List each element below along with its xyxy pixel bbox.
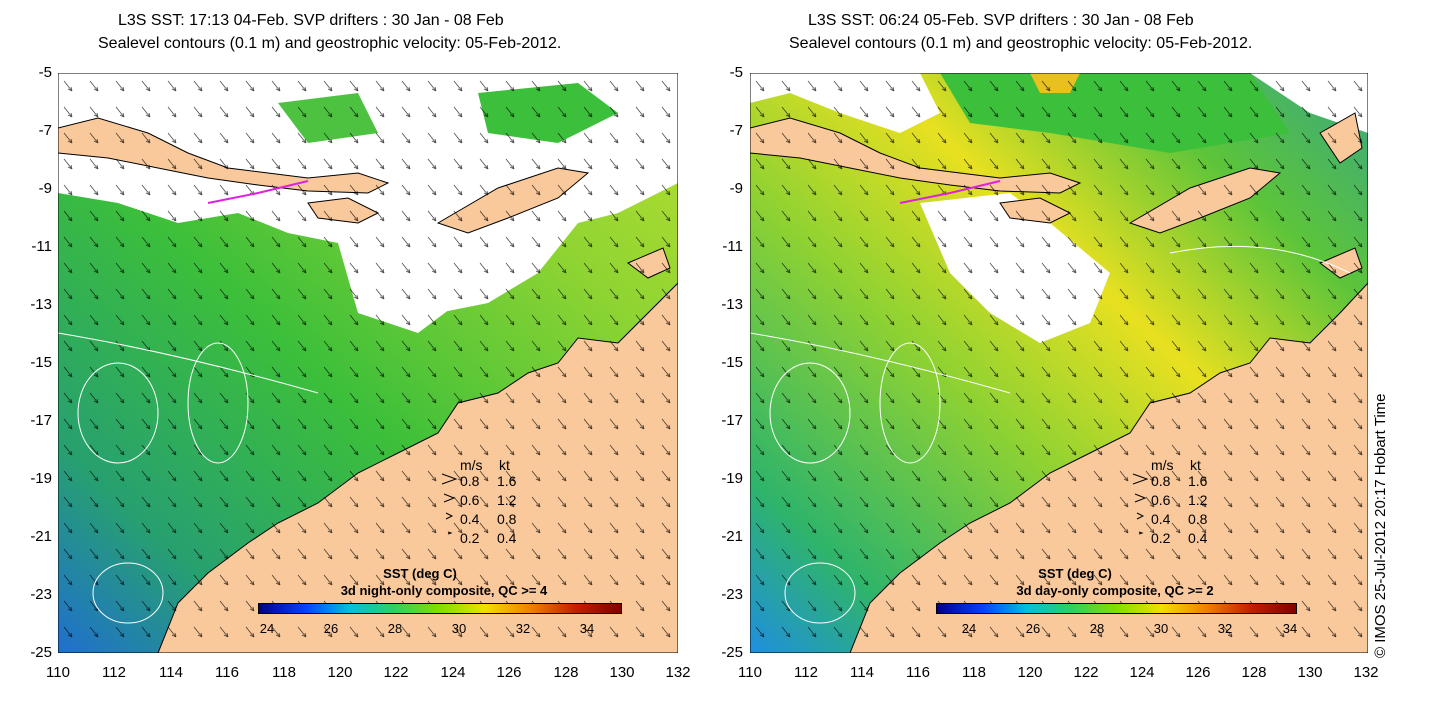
drifter-track [207, 180, 309, 204]
right-colorbar [936, 603, 1297, 614]
left-legend-kt: 0.4 [497, 530, 517, 546]
right-xtick: 126 [1185, 664, 1211, 681]
left-ytick: -25 [30, 644, 52, 661]
left-colorbar [258, 603, 622, 614]
left-xtick: 116 [215, 664, 239, 681]
right-xtick: 120 [1017, 664, 1043, 681]
right-xtick: 124 [1129, 664, 1155, 681]
imos-credit: © IMOS 25-Jul-2012 20:17 Hobart Time [1372, 393, 1389, 658]
right-ytick: -25 [721, 644, 743, 661]
sealevel-contours [750, 245, 1351, 624]
right-ytick: -21 [721, 528, 743, 545]
left-legend-kt: 0.8 [497, 511, 517, 527]
right-legend-header-kt: kt [1190, 457, 1201, 473]
right-legend-ms: 0.6 [1151, 492, 1171, 508]
left-xtick: 112 [102, 664, 126, 681]
left-sst-map [58, 73, 678, 653]
left-ytick: -19 [30, 470, 52, 487]
left-ytick: -9 [38, 180, 52, 197]
left-colorbar-tick: 30 [451, 621, 467, 636]
left-ytick: -11 [31, 238, 52, 255]
right-xtick: 118 [962, 664, 986, 681]
right-xtick: 112 [794, 664, 818, 681]
velocity-legend-arrows [1132, 473, 1149, 535]
left-legend-ms: 0.2 [460, 530, 480, 546]
right-colorbar-tick: 24 [961, 621, 977, 636]
right-ytick: -13 [721, 296, 743, 313]
right-colorbar-tick: 26 [1025, 621, 1041, 636]
left-xtick: 130 [609, 664, 635, 681]
right-ytick: -17 [721, 412, 743, 429]
left-colorbar-subtitle: 3d night-only composite, QC >= 4 [340, 583, 548, 598]
left-title-line1: L3S SST: 17:13 04-Feb. SVP drifters : 30… [118, 12, 504, 29]
left-legend-ms: 0.4 [460, 511, 480, 527]
velocity-legend-arrows [441, 473, 458, 535]
left-xtick: 120 [327, 664, 353, 681]
left-xtick: 128 [553, 664, 579, 681]
right-ytick: -19 [721, 470, 743, 487]
right-ytick: -11 [722, 238, 743, 255]
right-legend-kt: 0.8 [1188, 511, 1208, 527]
left-ytick: -7 [38, 122, 52, 139]
right-colorbar-subtitle: 3d day-only composite, QC >= 2 [1016, 583, 1214, 598]
left-colorbar-tick: 28 [387, 621, 403, 636]
left-xtick: 132 [665, 664, 691, 681]
left-xtick: 114 [159, 664, 183, 681]
right-legend-kt: 1.6 [1188, 473, 1208, 489]
left-legend-kt: 1.2 [497, 492, 517, 508]
right-ytick: -9 [729, 180, 743, 197]
right-ytick: -15 [721, 354, 743, 371]
left-legend-kt: 1.6 [497, 473, 517, 489]
left-xtick: 124 [440, 664, 466, 681]
right-title-line2: Sealevel contours (0.1 m) and geostrophi… [789, 35, 1253, 52]
left-ytick: -23 [30, 586, 52, 603]
right-legend-ms: 0.4 [1151, 511, 1171, 527]
right-legend-header-ms: m/s [1151, 457, 1174, 473]
right-xtick: 122 [1073, 664, 1099, 681]
drifter-track [899, 180, 1001, 204]
left-legend-header-kt: kt [499, 457, 510, 473]
left-ytick: -15 [30, 354, 52, 371]
right-xtick: 132 [1353, 664, 1379, 681]
left-ytick: -13 [30, 296, 52, 313]
left-legend-ms: 0.6 [460, 492, 480, 508]
left-colorbar-tick: 26 [323, 621, 339, 636]
right-legend-kt: 1.2 [1188, 492, 1208, 508]
right-ytick: -7 [729, 122, 743, 139]
right-legend-ms: 0.2 [1151, 530, 1171, 546]
left-colorbar-tick: 34 [579, 621, 595, 636]
left-xtick: 110 [46, 664, 70, 681]
right-legend-kt: 0.4 [1188, 530, 1208, 546]
right-ytick: -5 [729, 64, 743, 81]
right-ytick: -23 [721, 586, 743, 603]
right-xtick: 128 [1241, 664, 1267, 681]
right-xtick: 130 [1297, 664, 1323, 681]
right-colorbar-title: SST (deg C) [1038, 566, 1112, 581]
right-xtick: 110 [738, 664, 762, 681]
left-xtick: 122 [383, 664, 409, 681]
sealevel-contours [58, 332, 319, 624]
left-ytick: -17 [30, 412, 52, 429]
right-legend-ms: 0.8 [1151, 473, 1171, 489]
left-ytick: -5 [38, 64, 52, 81]
left-legend-header-ms: m/s [460, 457, 483, 473]
left-legend-ms: 0.8 [460, 473, 480, 489]
right-colorbar-tick: 32 [1217, 621, 1233, 636]
left-ytick: -21 [30, 528, 52, 545]
left-colorbar-title: SST (deg C) [383, 566, 457, 581]
right-xtick: 114 [850, 664, 874, 681]
right-colorbar-tick: 30 [1153, 621, 1169, 636]
left-colorbar-tick: 32 [515, 621, 531, 636]
left-xtick: 118 [272, 664, 296, 681]
right-colorbar-tick: 28 [1089, 621, 1105, 636]
right-title-line1: L3S SST: 06:24 05-Feb. SVP drifters : 30… [808, 12, 1194, 29]
right-xtick: 116 [906, 664, 930, 681]
right-colorbar-tick: 34 [1282, 621, 1298, 636]
left-xtick: 126 [496, 664, 522, 681]
left-colorbar-tick: 24 [259, 621, 275, 636]
left-title-line2: Sealevel contours (0.1 m) and geostrophi… [98, 35, 562, 52]
